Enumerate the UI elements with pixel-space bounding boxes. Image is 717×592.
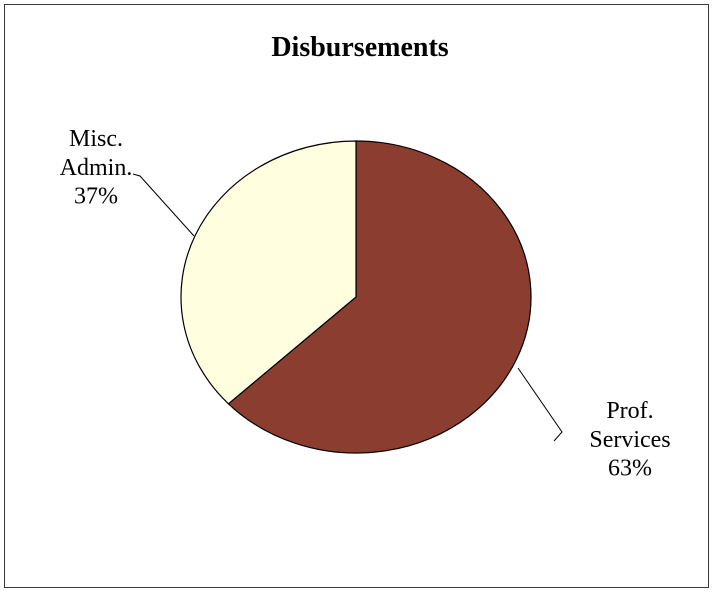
pie-slice [227,140,532,454]
chart-title: Disbursements [271,32,448,63]
slice-label-line: Services [589,427,670,453]
leader-line [517,367,563,442]
slice-label: Prof. Services 63% [589,398,670,482]
slice-label-line: Admin. [60,155,133,181]
leader-lines [132,173,563,442]
pie-slice [180,140,357,405]
slice-labels: Prof. Services 63% Misc. Admin. 37% [60,126,671,482]
slice-label-line: Prof. [606,398,653,424]
slice-label: Misc. Admin. 37% [60,126,133,210]
pie-slices [180,140,532,454]
slice-label-line: 37% [74,184,118,210]
slice-label-line: Misc. [69,126,123,152]
leader-line [132,173,195,237]
slice-label-line: 63% [608,456,652,482]
